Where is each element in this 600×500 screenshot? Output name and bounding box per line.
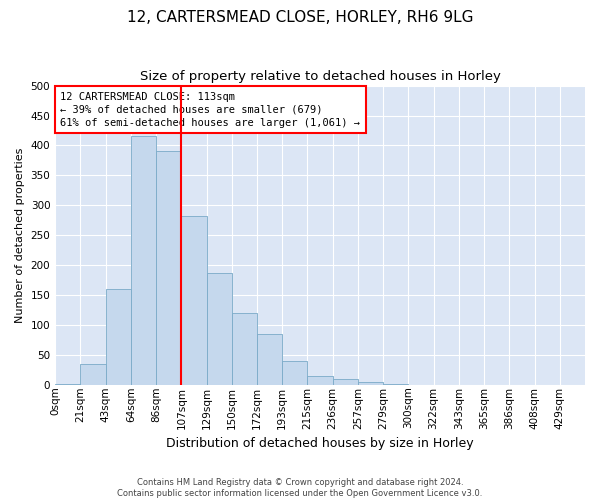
Bar <box>131 136 156 385</box>
X-axis label: Distribution of detached houses by size in Horley: Distribution of detached houses by size … <box>166 437 474 450</box>
Bar <box>232 313 257 385</box>
Bar <box>358 382 383 385</box>
Y-axis label: Number of detached properties: Number of detached properties <box>15 148 25 323</box>
Text: 12 CARTERSMEAD CLOSE: 113sqm
← 39% of detached houses are smaller (679)
61% of s: 12 CARTERSMEAD CLOSE: 113sqm ← 39% of de… <box>61 92 361 128</box>
Bar <box>282 361 307 385</box>
Bar <box>206 272 232 385</box>
Bar <box>332 379 358 385</box>
Bar <box>181 216 206 385</box>
Bar <box>106 290 131 385</box>
Bar <box>383 384 409 385</box>
Bar <box>257 334 282 385</box>
Bar <box>156 152 181 385</box>
Bar <box>307 376 332 385</box>
Title: Size of property relative to detached houses in Horley: Size of property relative to detached ho… <box>140 70 500 83</box>
Text: 12, CARTERSMEAD CLOSE, HORLEY, RH6 9LG: 12, CARTERSMEAD CLOSE, HORLEY, RH6 9LG <box>127 10 473 25</box>
Bar <box>55 384 80 385</box>
Text: Contains HM Land Registry data © Crown copyright and database right 2024.
Contai: Contains HM Land Registry data © Crown c… <box>118 478 482 498</box>
Bar <box>80 364 106 385</box>
Bar <box>409 384 434 385</box>
